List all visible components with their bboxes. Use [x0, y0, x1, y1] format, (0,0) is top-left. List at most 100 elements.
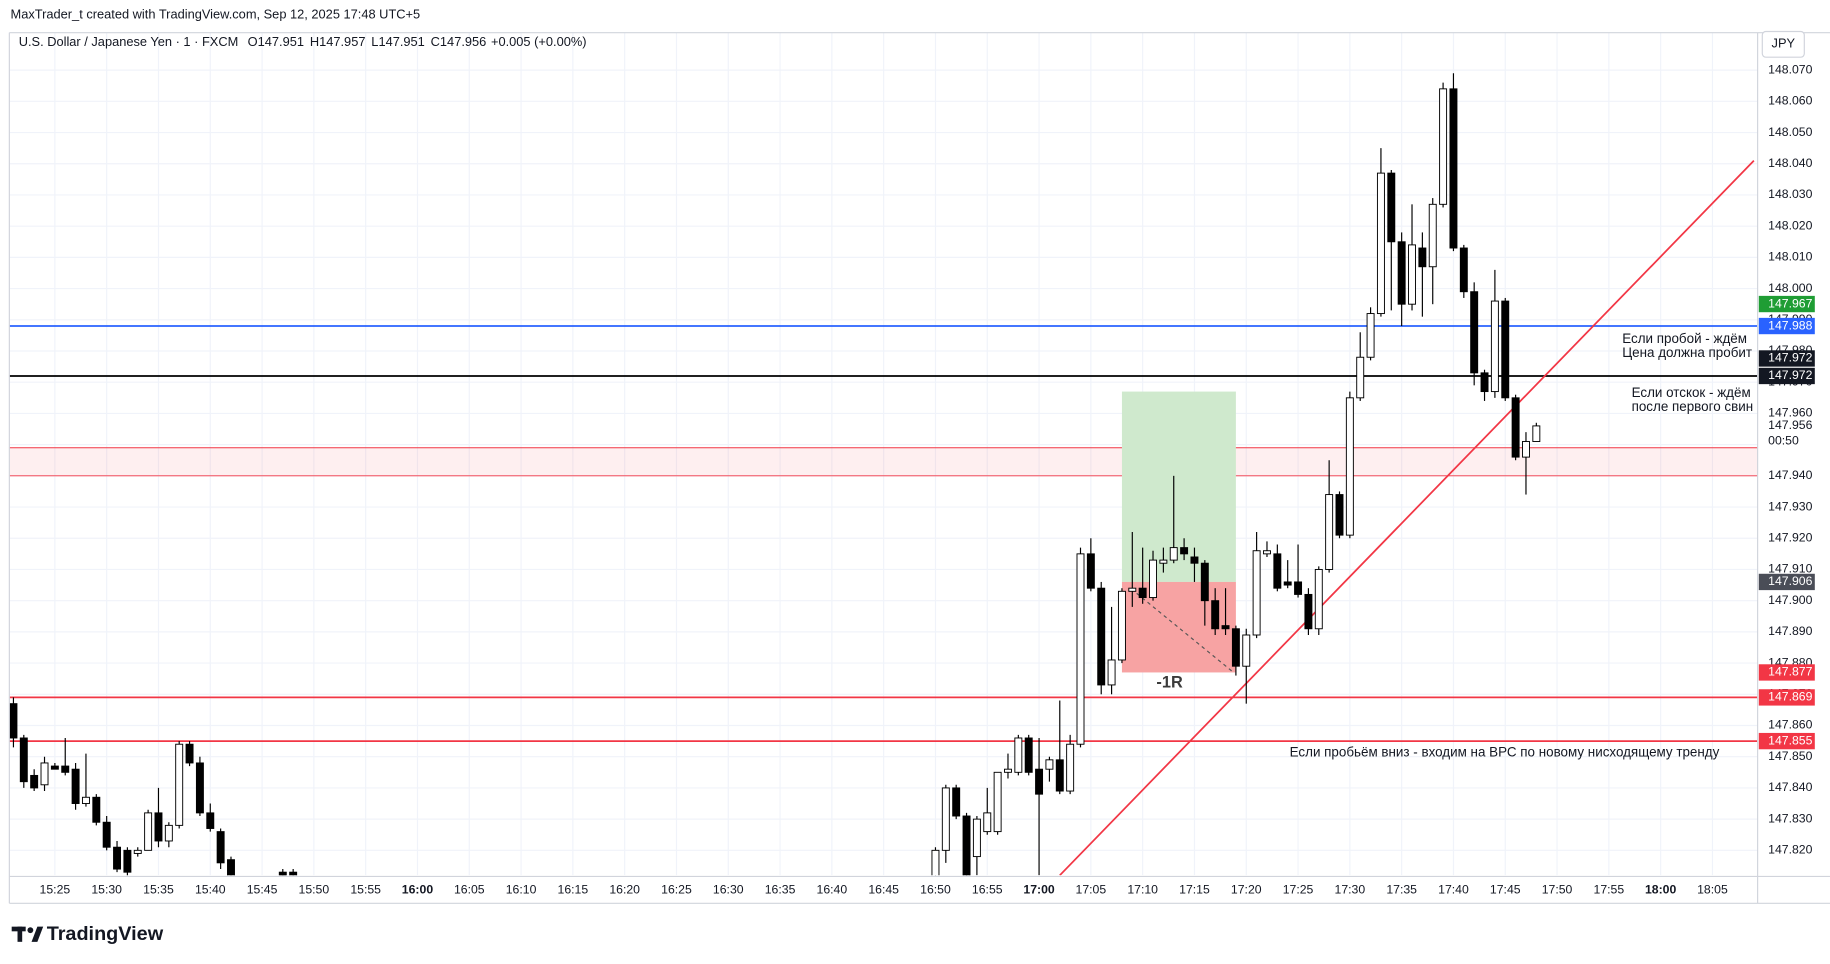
ohlc-value: 147.951	[378, 35, 424, 50]
y-tick-label: 147.920	[1768, 530, 1812, 544]
change: +0.005 (+0.00%)	[491, 35, 587, 50]
x-tick-label: 15:25	[40, 883, 71, 897]
x-tick-label: 17:35	[1386, 883, 1417, 897]
candle-body	[1273, 553, 1282, 589]
annotation: после первого свин	[1632, 399, 1754, 414]
price-tag-label: 147.972	[1768, 368, 1812, 382]
candle-body	[71, 768, 80, 804]
currency-label[interactable]: JPY	[1772, 36, 1796, 51]
candle-body	[1221, 625, 1230, 630]
candle-body	[1066, 743, 1075, 792]
candle-body	[1252, 550, 1261, 636]
x-tick-label: 17:10	[1127, 883, 1158, 897]
candle-body	[1335, 494, 1344, 536]
y-tick-label: 147.960	[1768, 406, 1812, 420]
zone	[9, 447, 1758, 476]
candle-body	[19, 737, 28, 783]
candle-body	[1107, 659, 1116, 686]
candle-body	[1480, 372, 1489, 393]
candle-body	[50, 765, 59, 770]
price-tag	[1758, 573, 1815, 591]
candle-body	[1366, 313, 1375, 358]
price-tag	[1758, 367, 1815, 385]
ohlc-value: 147.951	[258, 35, 304, 50]
candle-body	[1159, 559, 1168, 564]
price-tag-label: 147.972	[1768, 351, 1812, 365]
price-tag-label: 147.906	[1768, 574, 1812, 588]
candle-body	[1325, 494, 1334, 570]
candle-body	[1439, 88, 1448, 205]
candle-body	[1470, 291, 1479, 374]
candle-body	[289, 871, 298, 876]
x-tick-label: 15:40	[195, 883, 226, 897]
candle-body	[154, 812, 163, 842]
x-tick-label: 17:40	[1438, 883, 1469, 897]
price-tag	[1758, 732, 1815, 750]
candle-body	[1242, 634, 1251, 667]
price-tag	[1758, 689, 1815, 706]
y-tick-label: 147.910	[1768, 562, 1812, 576]
candle-body	[195, 762, 204, 814]
candle-body	[1490, 300, 1499, 393]
trend-line	[1059, 160, 1755, 876]
candle-body	[30, 774, 39, 789]
x-tick-label: 15:55	[350, 883, 381, 897]
candle-body	[1024, 737, 1033, 773]
candle-body	[952, 787, 961, 817]
candle-body	[1501, 300, 1510, 399]
x-tick-label: 17:55	[1594, 883, 1625, 897]
candle-body	[1397, 241, 1406, 305]
x-tick-label: 17:50	[1542, 883, 1573, 897]
candle-body	[144, 812, 153, 851]
candle-body	[1314, 568, 1323, 630]
annotation: Если пробой - ждём	[1622, 331, 1747, 346]
price-tag-label: 147.988	[1768, 318, 1812, 332]
candle-body	[1459, 247, 1468, 293]
candle-body	[1045, 759, 1054, 770]
ohlc-key: C	[431, 35, 440, 50]
candle-body	[1449, 88, 1458, 249]
y-tick-label: 147.900	[1768, 593, 1812, 607]
candle-body	[175, 743, 184, 826]
y-tick-label: 147.820	[1768, 843, 1812, 857]
candle-body	[1200, 562, 1209, 602]
x-tick-label: 18:00	[1645, 883, 1677, 897]
profit-zone	[1121, 391, 1236, 582]
x-tick-label: 15:35	[143, 883, 174, 897]
x-tick-label: 17:30	[1335, 883, 1366, 897]
price-tag-label: 147.869	[1768, 690, 1812, 704]
price-tag-label: 147.967	[1768, 296, 1812, 310]
logo-icon	[11, 926, 44, 942]
credit: MaxTrader_t created with TradingView.com…	[11, 7, 421, 22]
candle-body	[1263, 550, 1271, 555]
x-tick-label: 16:35	[765, 883, 796, 897]
candle-body	[1408, 244, 1416, 305]
candle-body	[1169, 547, 1178, 561]
position-path	[1130, 588, 1234, 673]
currency-button[interactable]	[1761, 30, 1805, 58]
candle-body	[1014, 737, 1023, 773]
candle-body	[113, 846, 122, 870]
candle-body	[1035, 768, 1044, 795]
candle-body	[1356, 356, 1365, 399]
y-tick-label: 147.890	[1768, 624, 1812, 638]
candle-body	[1097, 587, 1106, 686]
candle-body	[133, 849, 142, 854]
x-tick-label: 16:10	[506, 883, 537, 897]
candle-body	[993, 771, 1002, 833]
x-tick-label: 16:55	[972, 883, 1003, 897]
x-tick-label: 16:40	[817, 883, 848, 897]
candle-body	[972, 818, 981, 858]
x-tick-label: 17:25	[1283, 883, 1314, 897]
x-tick-label: 16:15	[558, 883, 589, 897]
candle-body	[40, 762, 49, 786]
axes: 147.820147.830147.840147.850147.860147.8…	[40, 62, 1815, 897]
candle-body	[983, 812, 992, 833]
candle-body	[1117, 590, 1126, 661]
price-tag-label: 147.855	[1768, 733, 1812, 747]
price-tag	[1758, 295, 1815, 313]
candle-body	[1138, 587, 1147, 599]
candle-body	[1511, 397, 1520, 458]
